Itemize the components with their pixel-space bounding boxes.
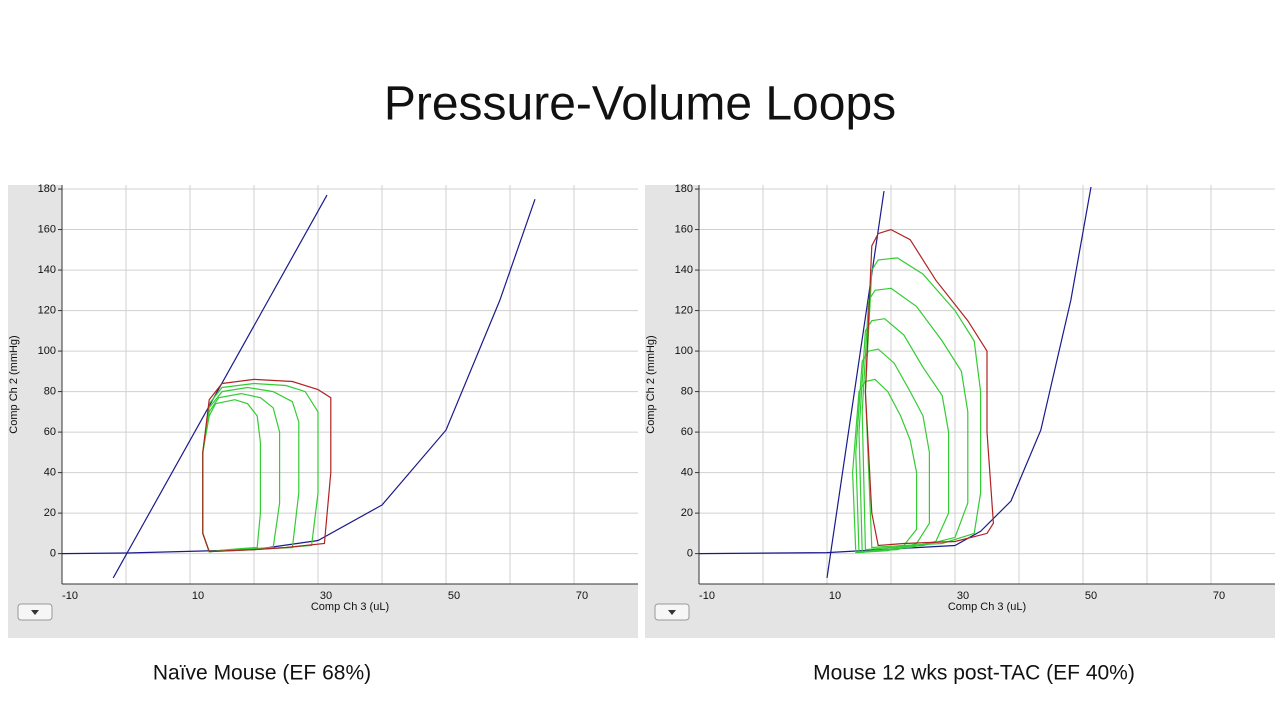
pv-loop — [864, 257, 982, 549]
y-tick-label: 180 — [675, 183, 693, 195]
y-tick-label: 120 — [38, 304, 56, 316]
dropdown-button[interactable] — [17, 603, 53, 621]
y-tick-label: 100 — [38, 345, 56, 357]
pv-loop — [861, 287, 969, 551]
x-tick-label: 10 — [829, 590, 841, 602]
y-tick-label: 0 — [50, 548, 56, 560]
x-tick-label: 70 — [1213, 590, 1225, 602]
y-tick-label: 60 — [681, 426, 693, 438]
x-tick-label: 50 — [448, 590, 460, 602]
y-tick-label: 120 — [675, 304, 693, 316]
y-tick-label: 140 — [38, 264, 56, 276]
x-tick-label: -10 — [62, 590, 78, 602]
dropdown-arrow — [31, 610, 39, 615]
y-tick-label: 80 — [44, 385, 56, 397]
y-tick-label: 180 — [38, 183, 56, 195]
dropdown-button[interactable] — [654, 603, 690, 621]
x-tick-label: 30 — [320, 590, 332, 602]
y-tick-label: 80 — [681, 385, 693, 397]
x-axis-title: Comp Ch 3 (uL) — [948, 601, 1026, 613]
y-tick-label: 20 — [681, 507, 693, 519]
y-tick-label: 40 — [44, 467, 56, 479]
pressure-volume-relation — [699, 186, 1092, 555]
pressure-volume-relation — [62, 199, 536, 555]
y-tick-label: 20 — [44, 507, 56, 519]
y-axis-title: Comp Ch 2 (mmHg) — [8, 335, 20, 433]
x-tick-label: -10 — [699, 590, 715, 602]
y-tick-label: 100 — [675, 345, 693, 357]
pv-loop — [851, 378, 918, 554]
slide-title: Pressure-Volume Loops — [384, 78, 896, 131]
y-tick-label: 160 — [675, 223, 693, 235]
x-tick-label: 70 — [576, 590, 588, 602]
pv-loop — [202, 378, 332, 553]
pressure-volume-relation — [826, 191, 885, 578]
plot-area — [62, 185, 638, 584]
x-axis-title: Comp Ch 3 (uL) — [311, 601, 389, 613]
series-group — [699, 186, 1092, 578]
x-tick-label: 30 — [957, 590, 969, 602]
pv-loop — [858, 318, 950, 553]
y-tick-label: 60 — [44, 426, 56, 438]
pv-loop — [864, 228, 995, 547]
y-tick-label: 0 — [687, 548, 693, 560]
chart-caption: Mouse 12 wks post-TAC (EF 40%) — [813, 662, 1135, 685]
series-group — [62, 194, 536, 579]
x-tick-label: 10 — [192, 590, 204, 602]
x-tick-label: 50 — [1085, 590, 1097, 602]
chart: -10 10 30 50 70 0 20 40 60 80 100 120 140 160 180 Comp … — [8, 183, 638, 685]
y-tick-label: 160 — [38, 223, 56, 235]
y-axis-title: Comp Ch 2 (mmHg) — [645, 335, 657, 433]
y-tick-label: 140 — [675, 264, 693, 276]
chart: -10 10 30 50 70 0 20 40 60 80 100 120 140 160 180 Comp … — [645, 183, 1275, 685]
y-tick-label: 40 — [681, 467, 693, 479]
chart-caption: Naïve Mouse (EF 68%) — [153, 662, 371, 685]
dropdown-arrow — [668, 610, 676, 615]
